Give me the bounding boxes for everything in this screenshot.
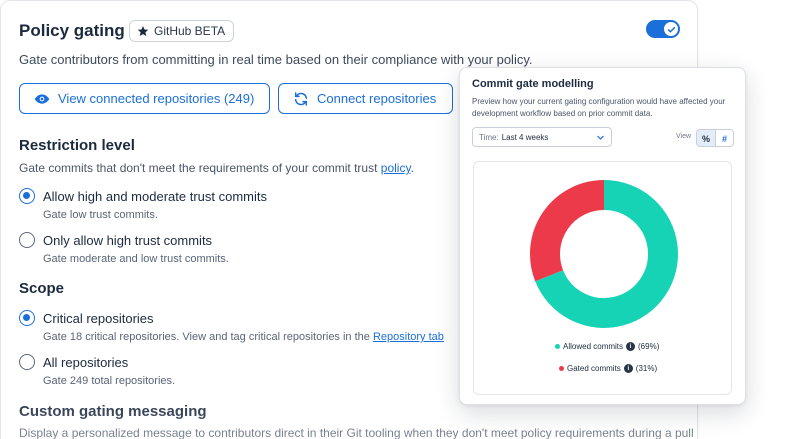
allow-high-moderate-label[interactable]: Allow high and moderate trust commits <box>43 189 267 204</box>
legend-gated-value: (31%) <box>635 364 658 373</box>
only-high-radio[interactable] <box>19 232 35 248</box>
view-count-button[interactable]: # <box>715 130 733 146</box>
donut-slice-allowed-commits[interactable] <box>535 180 678 328</box>
time-label: Time: <box>479 132 499 142</box>
legend-allowed-value: (69%) <box>638 342 660 351</box>
critical-repositories-sub: Gate 18 critical repositories. View and … <box>43 331 444 343</box>
time-value: Last 4 weeks <box>501 132 549 142</box>
view-percent-button[interactable]: % <box>697 130 715 146</box>
chart-container: Allowed commits i (69%) Gated commits i … <box>473 161 732 395</box>
view-mode-toggle: % # <box>696 129 734 147</box>
restriction-level-heading: Restriction level <box>19 137 135 154</box>
critical-repositories-radio[interactable] <box>19 310 35 326</box>
panel-description: Preview how your current gating configur… <box>472 97 726 118</box>
all-repositories-sub: Gate 249 total repositories. <box>43 375 176 387</box>
commit-gate-modelling-panel: Commit gate modelling Preview how your c… <box>459 67 746 405</box>
panel-title: Commit gate modelling <box>472 78 594 90</box>
legend-gated-dot <box>559 366 564 371</box>
custom-gating-text: Display a personalized message to contri… <box>19 426 694 439</box>
info-icon[interactable]: i <box>626 342 636 351</box>
scope-heading: Scope <box>19 280 65 297</box>
policy-gating-toggle[interactable] <box>646 20 680 38</box>
legend-gated: Gated commits i (31%) <box>559 364 657 373</box>
page-title: Policy gating <box>19 21 125 40</box>
policy-description: Gate contributors from committing in rea… <box>19 52 533 67</box>
all-repositories-label[interactable]: All repositories <box>43 355 129 370</box>
eye-icon <box>34 93 50 104</box>
restriction-level-text: Gate commits that don't meet the require… <box>19 161 414 175</box>
all-repositories-radio[interactable] <box>19 354 35 370</box>
info-icon[interactable]: i <box>623 364 633 373</box>
custom-gating-heading: Custom gating messaging <box>19 403 207 420</box>
chevron-down-icon <box>597 135 604 140</box>
connect-repos-label: Connect repositories <box>317 91 437 106</box>
restriction-text-suffix: . <box>410 161 414 175</box>
toggle-knob <box>664 22 678 36</box>
github-beta-badge: GitHub BETA <box>129 20 235 42</box>
critical-repositories-label[interactable]: Critical repositories <box>43 311 154 326</box>
only-high-label[interactable]: Only allow high trust commits <box>43 233 213 248</box>
critical-sub-prefix: Gate 18 critical repositories. View and … <box>43 331 373 343</box>
repository-tab-link[interactable]: Repository tab <box>372 331 444 343</box>
time-range-select[interactable]: Time: Last 4 weeks <box>472 127 612 147</box>
view-connected-repositories-button[interactable]: View connected repositories (249) <box>19 83 270 114</box>
connect-repositories-button[interactable]: Connect repositories <box>278 83 453 114</box>
beta-badge-label: GitHub BETA <box>154 24 226 38</box>
restriction-text-prefix: Gate commits that don't meet the require… <box>19 161 381 175</box>
donut-slice-gated-commits[interactable] <box>530 180 605 282</box>
allow-high-moderate-sub: Gate low trust commits. <box>43 209 158 221</box>
sync-icon <box>294 91 308 106</box>
legend-gated-label: Gated commits <box>567 364 621 373</box>
legend-allowed: Allowed commits i (69%) <box>555 342 659 351</box>
legend-allowed-label: Allowed commits <box>563 342 624 351</box>
donut-chart <box>530 180 678 328</box>
only-high-sub: Gate moderate and low trust commits. <box>43 253 229 265</box>
view-label: View <box>676 133 692 140</box>
policy-link[interactable]: policy <box>380 161 411 175</box>
allow-high-moderate-radio[interactable] <box>19 188 35 204</box>
star-icon <box>137 26 149 36</box>
view-repos-label: View connected repositories (249) <box>58 91 255 106</box>
legend-allowed-dot <box>555 344 560 349</box>
check-icon <box>667 26 675 32</box>
